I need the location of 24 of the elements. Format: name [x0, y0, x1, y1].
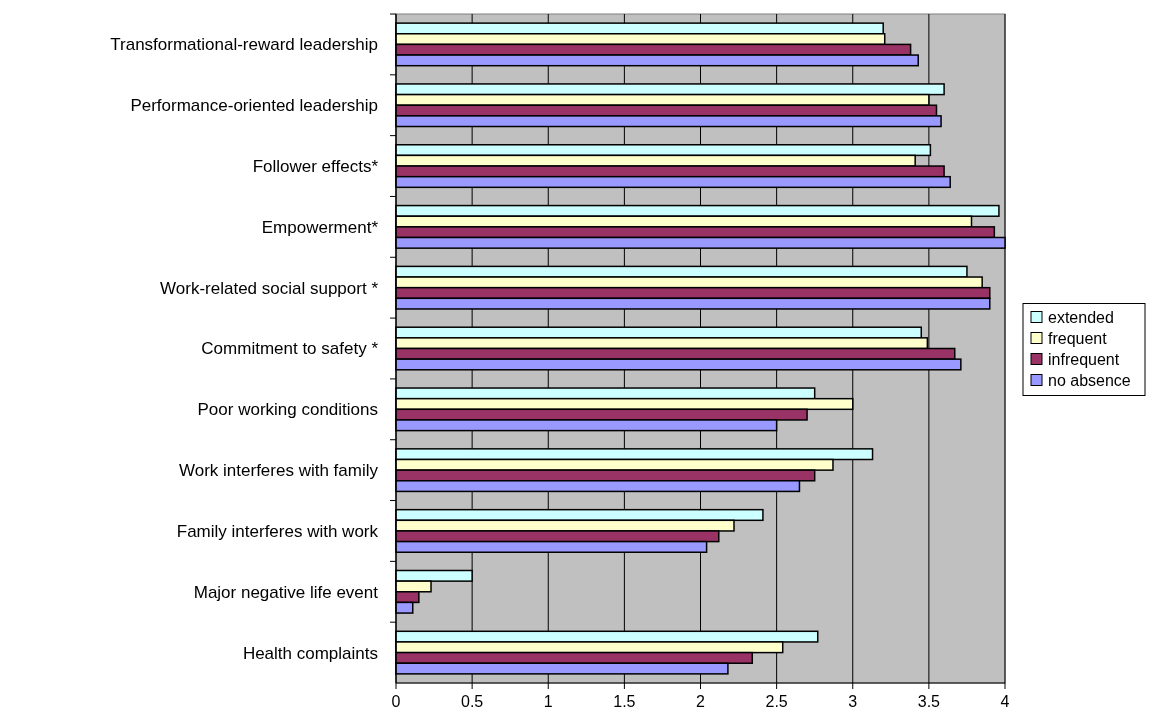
x-tick-label: 0	[391, 693, 401, 710]
y-tick-label: Transformational-reward leadership	[110, 35, 378, 55]
y-tick-label: Poor working conditions	[197, 400, 378, 420]
x-tick-label: 2.5	[765, 693, 788, 710]
y-tick-label: Empowerment*	[261, 217, 379, 237]
x-tick-label: 0.5	[461, 693, 484, 710]
y-tick-label: Performance-oriented leadership	[130, 96, 378, 116]
x-tick-label: 3.5	[917, 693, 941, 710]
x-tick-label: 3	[848, 693, 858, 710]
legend-label: infrequent	[1048, 351, 1120, 369]
y-tick-label: Work interferes with family	[178, 461, 379, 481]
x-tick-label: 4	[1000, 693, 1010, 710]
legend-label: frequent	[1048, 330, 1108, 348]
legend-label: extended	[1048, 309, 1114, 327]
y-tick-label: Major negative life event	[193, 582, 379, 602]
x-tick-label: 1.5	[613, 693, 636, 710]
x-tick-label: 2	[696, 693, 706, 710]
x-tick-label: 1	[543, 693, 553, 710]
y-tick-label: Follower effects*	[252, 157, 379, 176]
y-tick-label: Family interferes with work	[176, 521, 379, 541]
y-tick-label: Work-related social support *	[160, 278, 379, 298]
legend-label: no absence	[1048, 372, 1131, 390]
y-tick-label: Commitment to safety *	[201, 339, 379, 359]
y-tick-label: Health complaints	[242, 643, 378, 663]
